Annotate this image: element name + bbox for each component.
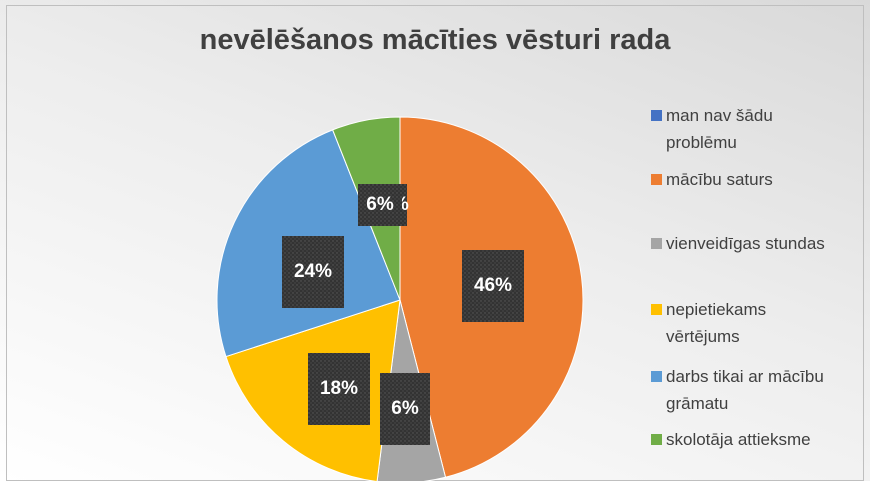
legend-swatch [651, 174, 662, 185]
data-label-box [282, 236, 344, 308]
legend-swatch [651, 371, 662, 382]
legend-entry: vienveidīgas stundas [651, 230, 836, 257]
chart-title: nevēlēšanos mācīties vēsturi rada [199, 24, 671, 56]
data-label-box [358, 184, 402, 226]
data-label-box [380, 373, 430, 445]
legend-entry: nepietiekams vērtējums [651, 296, 836, 350]
legend-entry: skolotāja attieksme [651, 426, 836, 453]
legend-entry: man nav šādu problēmu [651, 102, 836, 156]
legend-swatch [651, 110, 662, 121]
legend-label: darbs tikai ar mācību grāmatu [666, 367, 824, 413]
data-label: 18% [320, 378, 358, 399]
data-label-box [462, 250, 524, 322]
legend-label: man nav šādu problēmu [666, 106, 773, 152]
legend-label: nepietiekams vērtējums [666, 300, 767, 346]
data-label-box [308, 353, 370, 425]
legend-swatch [651, 434, 662, 445]
legend-label: vienveidīgas stundas [666, 234, 825, 253]
legend-swatch [651, 238, 662, 249]
legend-swatch [651, 304, 662, 315]
data-label: 46% [474, 275, 512, 296]
data-label: 6% [391, 398, 419, 419]
legend-entry: darbs tikai ar mācību grāmatu [651, 363, 836, 417]
legend-label: mācību saturs [666, 170, 773, 189]
legend-label: skolotāja attieksme [666, 430, 811, 449]
legend-entry: mācību saturs [651, 166, 836, 193]
data-label: 24% [294, 261, 332, 282]
data-label: 6% [366, 194, 394, 215]
